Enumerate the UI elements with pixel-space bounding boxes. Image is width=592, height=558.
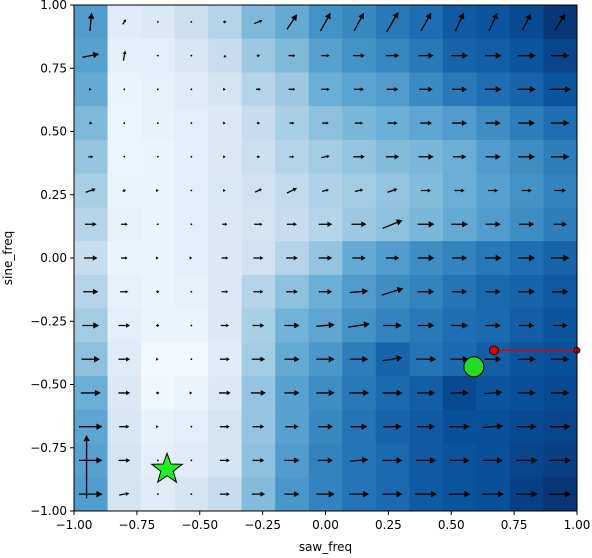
quiver-arrow (190, 122, 192, 124)
quiver-arrow (157, 122, 159, 124)
x-tick-label: 0.75 (501, 518, 528, 532)
quiver-arrow (190, 156, 192, 158)
quiver-arrow (157, 55, 159, 57)
quiver-arrow (190, 190, 192, 192)
y-tick-label: −0.75 (30, 441, 67, 455)
arrow-shaft (123, 191, 124, 192)
y-tick-label: −0.25 (30, 314, 67, 328)
quiver-arrow (157, 21, 159, 23)
x-tick-label: −1.00 (56, 518, 93, 532)
quiver-arrow (190, 325, 192, 327)
quiver-arrow (190, 460, 192, 462)
y-tick-label: 0.75 (40, 61, 67, 75)
green-circle-marker (464, 357, 484, 377)
x-tick-label: 0.25 (375, 518, 402, 532)
x-tick-label: −0.75 (118, 518, 155, 532)
x-tick-label: 0.00 (312, 518, 339, 532)
quiver-arrow (123, 122, 125, 124)
quiver-arrow (123, 156, 125, 158)
x-axis: −1.00 −0.75 −0.50 −0.25 0.00 0.25 0.50 0.75 1.00 (56, 511, 591, 532)
x-tick-label: −0.25 (244, 518, 281, 532)
x-tick-label: 1.00 (564, 518, 591, 532)
x-tick-label: −0.50 (181, 518, 218, 532)
y-tick-label: −0.50 (30, 378, 67, 392)
quiver-arrow (190, 291, 192, 293)
y-tick-label: 0.00 (40, 251, 67, 265)
trajectory-start-marker (490, 346, 499, 355)
x-tick-label: 0.50 (438, 518, 465, 532)
y-axis: −1.00 −0.75 −0.50 −0.25 0.00 0.25 0.50 0.75 1.00 (30, 0, 74, 518)
quiver-arrow (190, 493, 192, 495)
quiver-arrow (190, 88, 192, 90)
quiver-arrow (190, 358, 192, 360)
quiver-arrow (157, 460, 159, 462)
y-tick-label: 0.50 (40, 125, 67, 139)
quiver-arrow (157, 88, 159, 90)
quiver-arrow (157, 156, 159, 158)
x-axis-label: saw_freq (299, 540, 352, 554)
quiver-arrow (190, 426, 192, 428)
y-axis-label: sine_freq (1, 231, 15, 285)
quiver-arrow (157, 223, 159, 225)
y-tick-label: 0.25 (40, 188, 67, 202)
quiver-arrow (190, 21, 192, 23)
y-tick-label: 1.00 (40, 0, 67, 12)
quiver-arrow (190, 223, 192, 225)
quiver-arrow (157, 493, 159, 495)
y-tick-label: −1.00 (30, 504, 67, 518)
quiver-arrow (123, 88, 125, 90)
quiver-arrow (190, 55, 192, 57)
